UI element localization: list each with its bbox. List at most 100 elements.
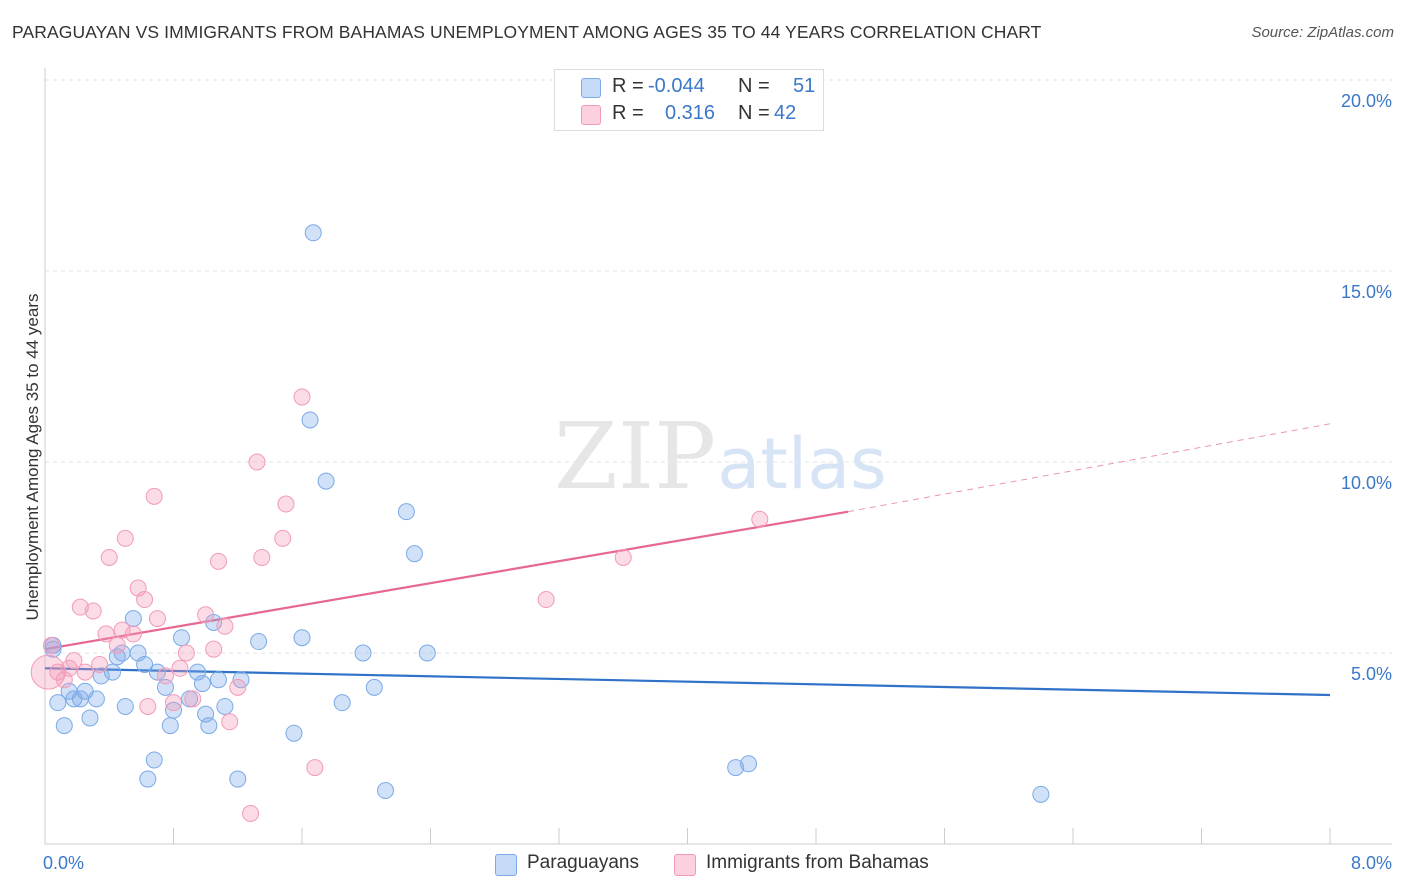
chart-title: PARAGUAYAN VS IMMIGRANTS FROM BAHAMAS UN… [12, 22, 1042, 42]
legend-label: Immigrants from Bahamas [706, 852, 929, 873]
bahamas-point [76, 663, 94, 681]
r-label: R = [612, 102, 644, 124]
bahamas-point [156, 667, 174, 685]
bahamas-point [184, 690, 202, 708]
paraguayans-point [124, 610, 142, 628]
legend-label: Paraguayans [527, 852, 639, 873]
bahamas-point [55, 671, 73, 689]
x-tick-label: 8.0% [1351, 853, 1392, 873]
paraguayans-point [740, 755, 758, 773]
paraguayans-point [333, 694, 351, 712]
y-tick-label: 5.0% [1351, 664, 1392, 684]
watermark: ZIP [554, 403, 716, 510]
bahamas-point [229, 678, 247, 696]
paraguayans-point [161, 717, 179, 735]
paraguayans-point [148, 663, 166, 681]
bahamas-point [108, 636, 126, 654]
bahamas-point [97, 625, 115, 643]
bahamas-point [274, 529, 292, 547]
bahamas-point [42, 636, 60, 654]
bahamas-point [248, 453, 266, 471]
y-tick-label: 10.0% [1341, 473, 1392, 493]
paraguayans-point [81, 709, 99, 727]
bahamas-trend-line [44, 510, 849, 651]
bahamas-point [113, 621, 131, 639]
n-label: N = [738, 102, 770, 124]
paraguayans-point [317, 472, 335, 490]
paraguayans-point [116, 697, 134, 715]
stats-legend: R = -0.044 N = 51 R = 0.316 N = 42 [554, 69, 824, 131]
r-value: -0.044 [648, 75, 705, 97]
y-tick-label: 15.0% [1341, 282, 1392, 302]
paraguayans-point [405, 545, 423, 563]
bahamas-point [171, 659, 189, 677]
watermark-suffix: atlas [717, 423, 886, 505]
paraguayans-point [193, 675, 211, 693]
paraguayans-point [301, 411, 319, 429]
paraguayans-point [189, 663, 207, 681]
r-value: 0.316 [665, 102, 716, 124]
n-label: N = [738, 75, 770, 97]
paraguayans-point [1032, 785, 1050, 803]
paraguayans-trend-line [44, 667, 1331, 697]
paraguayans-legend-swatch [495, 854, 517, 876]
bahamas-point [197, 606, 215, 624]
bahamas-point [124, 625, 142, 643]
x-tick-label: 0.0% [43, 853, 84, 873]
paraguayans-point [87, 690, 105, 708]
bahamas-point [139, 697, 157, 715]
paraguayans-point [304, 224, 322, 242]
bahamas-point [614, 549, 632, 566]
bahamas-point [253, 549, 271, 566]
paraguayans-point [293, 629, 311, 647]
bahamas-point [84, 602, 102, 620]
paraguayans-point [250, 633, 268, 651]
paraguayans-point [145, 751, 163, 769]
paraguayans-point [216, 697, 234, 715]
bahamas-point [65, 652, 83, 670]
bahamas-point [242, 804, 260, 822]
bahamas-swatch [581, 105, 601, 125]
paraguayans-point [55, 717, 73, 735]
paraguayans-point [103, 663, 121, 681]
paraguayans-point [209, 671, 227, 689]
bahamas-point [91, 655, 109, 673]
paraguayans-point [397, 503, 415, 521]
n-value: 51 [793, 75, 816, 97]
bahamas-point [293, 388, 311, 406]
bahamas-point [537, 591, 555, 609]
paraguayans-point [418, 644, 436, 662]
paraguayans-point [727, 759, 745, 777]
bahamas-point [306, 759, 324, 777]
bahamas-point [277, 495, 295, 513]
bahamas-point [116, 529, 134, 547]
bahamas-point [751, 510, 769, 528]
bahamas-trend-extension [848, 423, 1331, 513]
paraguayans-point [365, 678, 383, 696]
paraguayans-point [200, 717, 218, 735]
r-label: R = [612, 75, 644, 97]
paraguayans-point [354, 644, 372, 662]
bahamas-point [165, 694, 182, 712]
paraguayans-point [139, 770, 157, 788]
bahamas-point [205, 640, 223, 658]
bahamas-point [216, 617, 234, 635]
paraguayans-point [197, 705, 215, 723]
bahamas-point [221, 713, 239, 731]
chart-source: Source: ZipAtlas.com [1251, 24, 1394, 41]
bahamas-legend-swatch [674, 854, 696, 876]
paraguayans-swatch [581, 78, 601, 98]
bahamas-point [136, 591, 154, 609]
paraguayans-point [136, 655, 154, 673]
bahamas-point [209, 552, 227, 570]
bahamas-point [100, 549, 118, 566]
n-value: 42 [774, 102, 797, 124]
paraguayans-point [377, 782, 395, 800]
bahamas-point [148, 610, 166, 628]
paraguayans-point [173, 629, 191, 647]
paraguayans-point [229, 770, 247, 788]
paraguayans-point [49, 694, 67, 712]
y-tick-label: 20.0% [1341, 91, 1392, 111]
bahamas-point [177, 644, 195, 662]
